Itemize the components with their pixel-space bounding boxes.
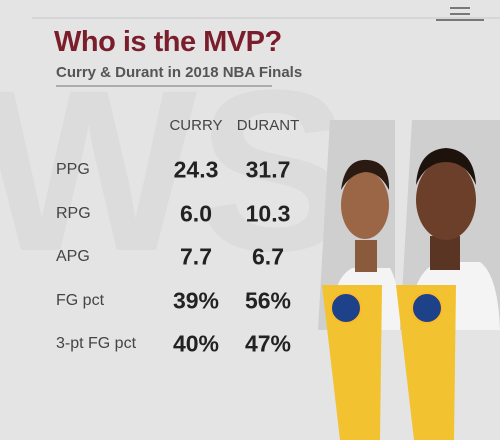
yellow-bar [322, 285, 382, 440]
stat-value: 31.7 [245, 156, 291, 183]
stat-value: 7.7 [180, 243, 212, 270]
row-label: FG pct [56, 291, 105, 309]
column-header: DURANT [236, 117, 300, 134]
column-header: CURRY [169, 117, 223, 134]
subtitle: Curry & Durant in 2018 NBA Finals [56, 64, 303, 81]
stat-value: 56% [244, 287, 292, 313]
title: Who is the MVP? [54, 26, 282, 58]
row-label: PPG [56, 161, 90, 178]
team-logo [330, 292, 362, 324]
row-label: RPG [56, 204, 91, 222]
row-label: APG [56, 248, 90, 265]
stat-value: 6.0 [180, 200, 212, 226]
watermark: WS [0, 42, 351, 299]
row-label: 3-pt FG pct [56, 335, 137, 352]
stat-value: 40% [172, 330, 220, 357]
team-logo [411, 292, 443, 324]
stat-value: 10.3 [245, 200, 291, 226]
menu-icon [436, 7, 484, 21]
stat-value: 39% [172, 287, 220, 313]
stat-value: 24.3 [173, 156, 219, 183]
yellow-bar [396, 285, 456, 440]
stat-value: 6.7 [252, 243, 284, 270]
stat-value: 47% [244, 330, 292, 357]
